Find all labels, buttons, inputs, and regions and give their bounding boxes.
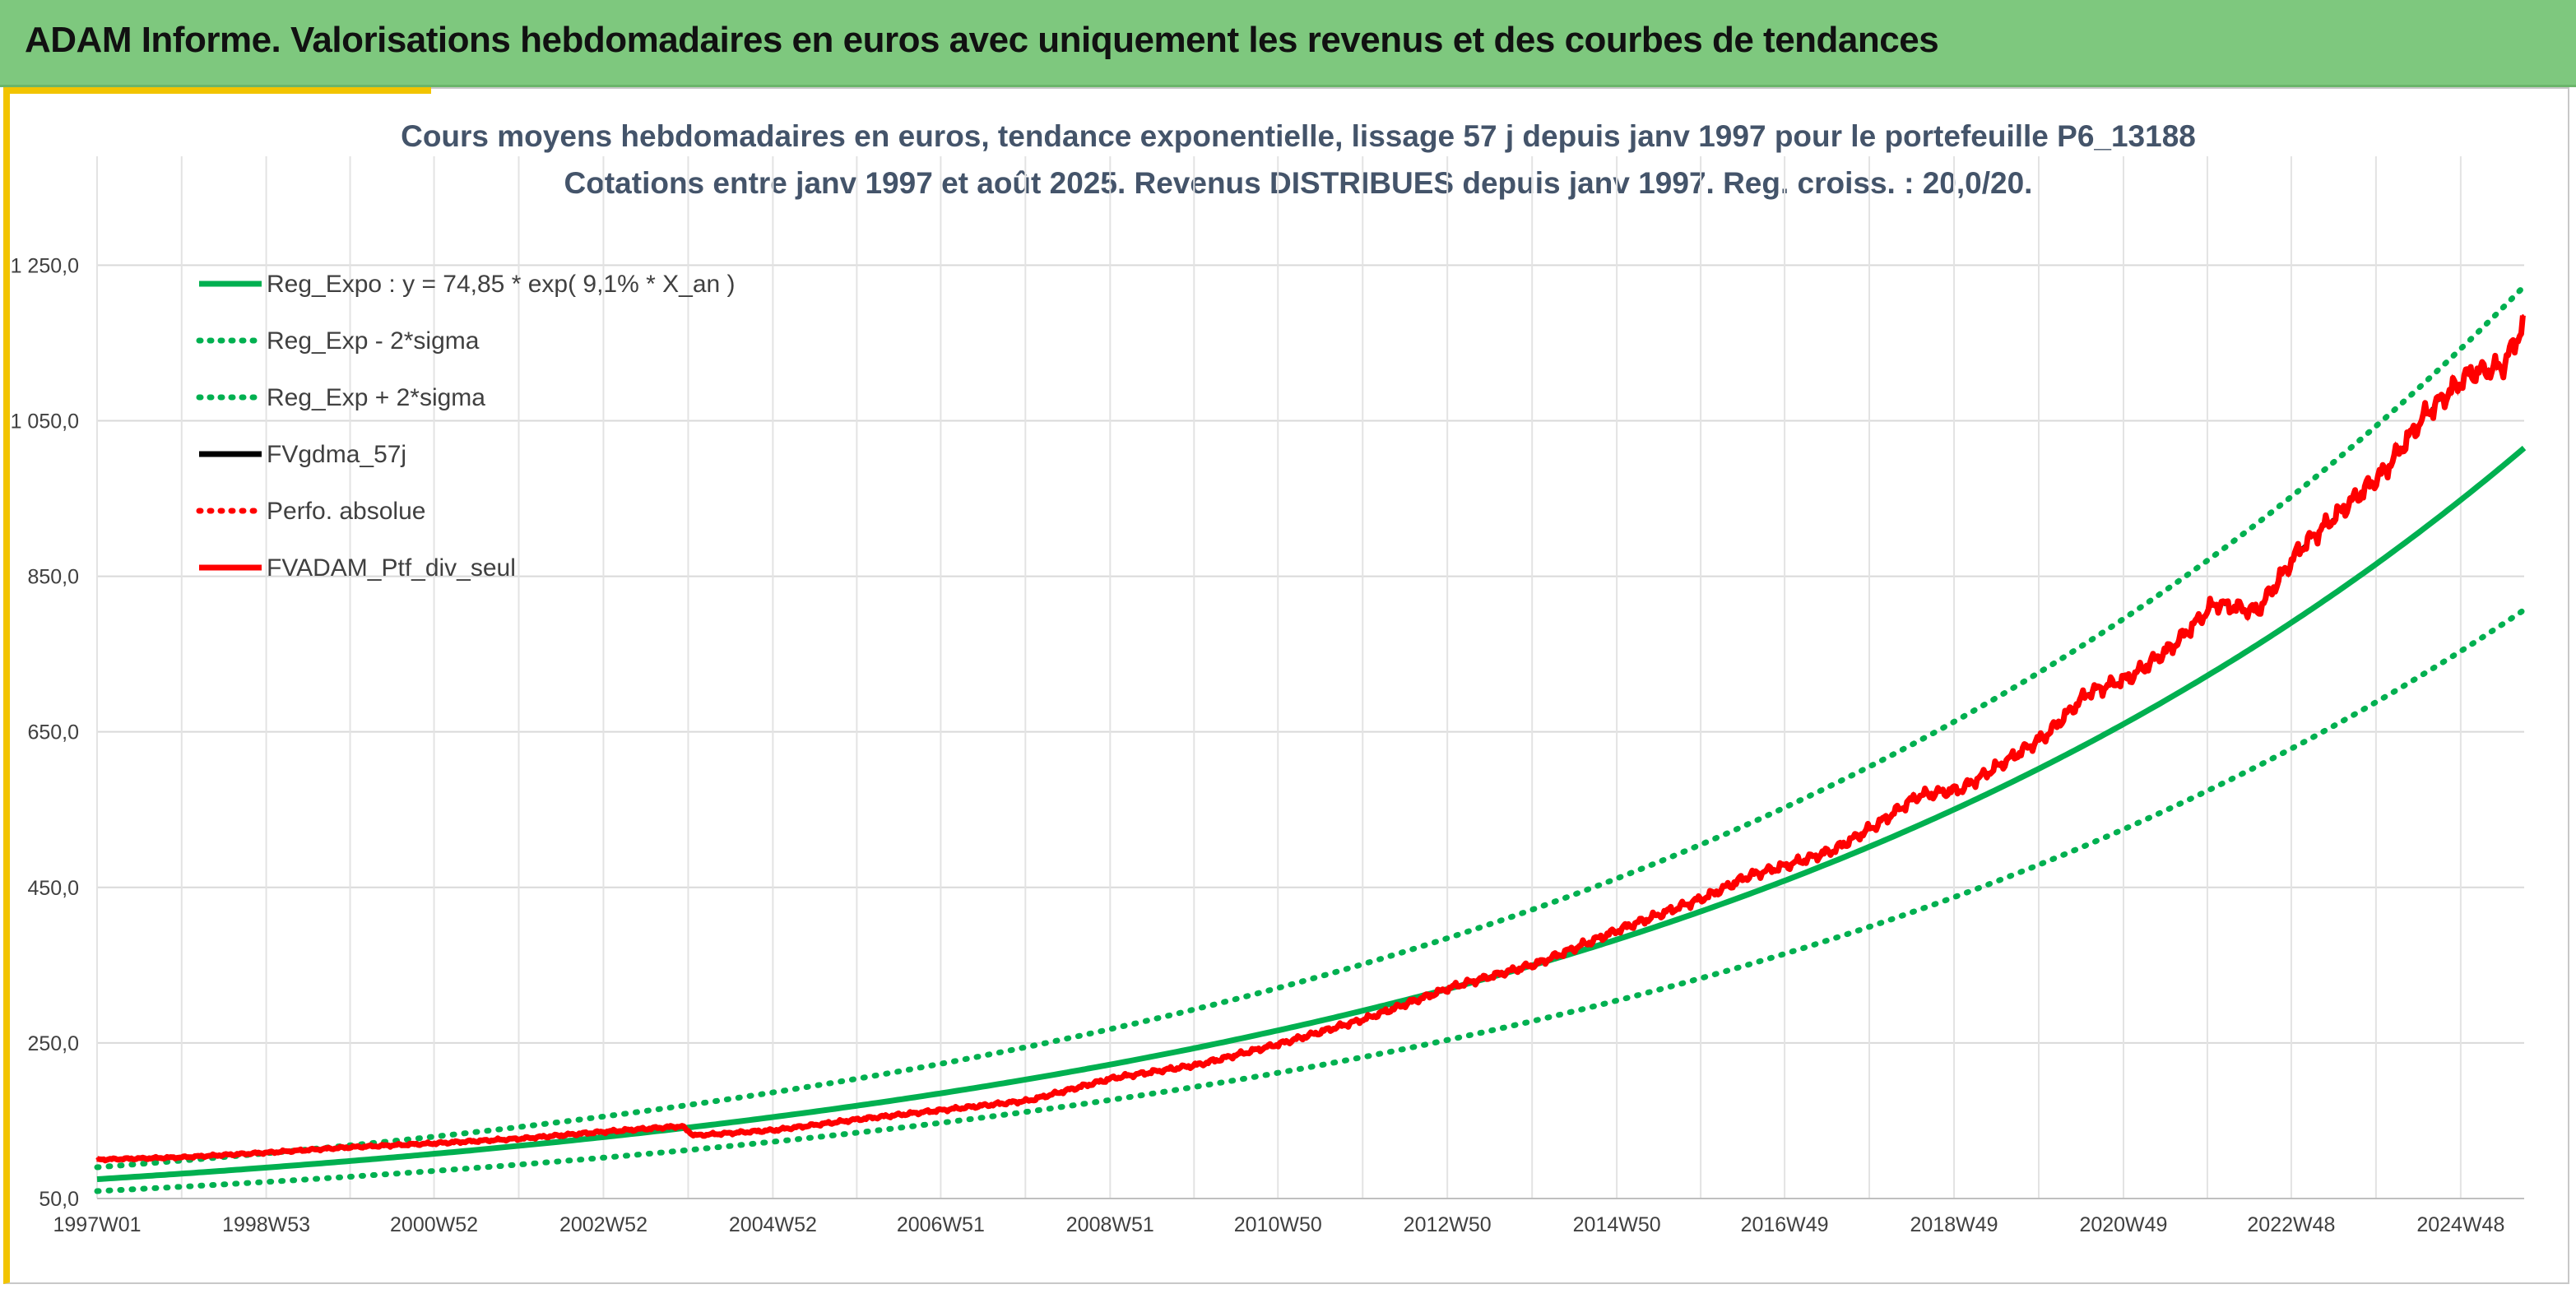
x-tick-label: 2012W50 xyxy=(1404,1213,1492,1236)
reg-exp-minus-2sigma-line xyxy=(94,606,2527,1194)
y-tick-label: 450,0 xyxy=(27,877,79,900)
x-tick-label: 2002W52 xyxy=(559,1213,647,1236)
x-tick-label: 2014W50 xyxy=(1573,1213,1661,1236)
x-tick-label: 2000W52 xyxy=(390,1213,478,1236)
legend-label: Reg_Exp + 2*sigma xyxy=(267,384,485,411)
page-title: ADAM Informe. Valorisations hebdomadaire… xyxy=(25,20,1939,60)
y-tick-label: 250,0 xyxy=(27,1032,79,1055)
y-tick-label: 650,0 xyxy=(27,721,79,744)
y-axis: 50,0 250,0 450,0 650,0 850,0 1 050,0 1 250,0 xyxy=(11,254,79,1211)
legend: Reg_Expo : y = 74,85 * exp( 9,1% * X_an … xyxy=(196,271,736,582)
x-tick-label: 2010W50 xyxy=(1234,1213,1322,1236)
chart-frame xyxy=(3,87,2569,1284)
x-tick-label: 2004W52 xyxy=(729,1213,817,1236)
x-tick-label: 1998W53 xyxy=(222,1213,310,1236)
frame-accent xyxy=(3,87,431,94)
legend-label: FVgdma_57j xyxy=(267,441,406,468)
x-tick-label: 1997W01 xyxy=(53,1213,141,1236)
legend-label: Perfo. absolue xyxy=(267,498,425,525)
x-tick-label: 2020W49 xyxy=(2079,1213,2167,1236)
x-axis: 1997W01 1998W53 2000W52 2002W52 2004W52 2006W… xyxy=(53,1213,2504,1236)
y-tick-label: 50,0 xyxy=(39,1188,79,1211)
x-tick-label: 2008W51 xyxy=(1066,1213,1154,1236)
x-tick-label: 2018W49 xyxy=(1910,1213,1998,1236)
header-banner: ADAM Informe. Valorisations hebdomadaire… xyxy=(0,0,2576,87)
legend-label: Reg_Expo : y = 74,85 * exp( 9,1% * X_an … xyxy=(267,271,736,298)
chart-subtitle: Cotations entre janv 1997 et août 2025. … xyxy=(564,166,2033,200)
x-tick-label: 2006W51 xyxy=(897,1213,985,1236)
series-layer xyxy=(94,283,2527,1194)
x-tick-label: 2024W48 xyxy=(2416,1213,2504,1236)
fvadam-ptf-div-seul-line xyxy=(95,315,2526,1164)
x-tick-label: 2016W49 xyxy=(1741,1213,1829,1236)
legend-label: Reg_Exp - 2*sigma xyxy=(267,327,480,355)
reg-expo-line xyxy=(96,445,2527,1182)
legend-label: FVADAM_Ptf_div_seul xyxy=(267,554,516,582)
y-tick-label: 1 250,0 xyxy=(11,254,79,277)
reg-exp-plus-2sigma-line xyxy=(94,283,2527,1171)
grid xyxy=(96,156,2524,1199)
y-tick-label: 850,0 xyxy=(27,566,79,589)
chart-title: Cours moyens hebdomadaires en euros, ten… xyxy=(401,119,2196,153)
y-tick-label: 1 050,0 xyxy=(11,410,79,433)
x-tick-label: 2022W48 xyxy=(2247,1213,2335,1236)
